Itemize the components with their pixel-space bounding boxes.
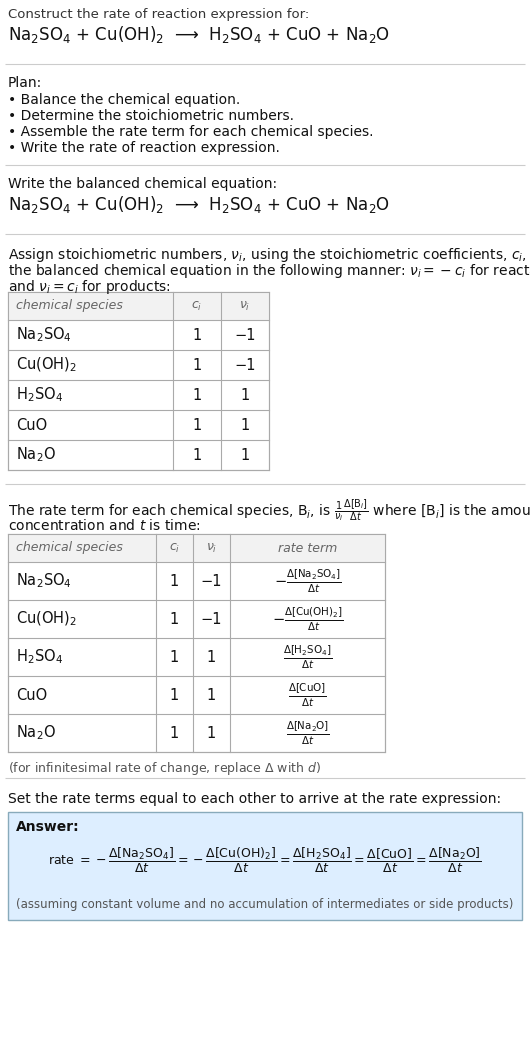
Text: −1: −1 <box>201 573 222 589</box>
Text: • Balance the chemical equation.: • Balance the chemical equation. <box>8 93 240 107</box>
Text: CuO: CuO <box>16 417 47 432</box>
Text: 1: 1 <box>192 358 201 372</box>
Text: Write the balanced chemical equation:: Write the balanced chemical equation: <box>8 177 277 191</box>
Text: $\frac{\Delta[\mathrm{Na_2O}]}{\Delta t}$: $\frac{\Delta[\mathrm{Na_2O}]}{\Delta t}… <box>286 720 330 747</box>
Text: Assign stoichiometric numbers, $\nu_i$, using the stoichiometric coefficients, $: Assign stoichiometric numbers, $\nu_i$, … <box>8 246 530 264</box>
Text: rate $= -\dfrac{\Delta[\mathrm{Na_2SO_4}]}{\Delta t} = -\dfrac{\Delta[\mathrm{Cu: rate $= -\dfrac{\Delta[\mathrm{Na_2SO_4}… <box>48 845 482 874</box>
Text: −1: −1 <box>234 327 256 342</box>
Text: • Determine the stoichiometric numbers.: • Determine the stoichiometric numbers. <box>8 109 294 123</box>
Text: $c_i$: $c_i$ <box>191 299 202 313</box>
Text: $\nu_i$: $\nu_i$ <box>240 299 251 313</box>
Text: Construct the rate of reaction expression for:: Construct the rate of reaction expressio… <box>8 8 309 21</box>
Text: and $\nu_i = c_i$ for products:: and $\nu_i = c_i$ for products: <box>8 278 171 296</box>
Text: 1: 1 <box>170 573 179 589</box>
Bar <box>8 535 385 752</box>
Text: 1: 1 <box>241 417 250 432</box>
Text: the balanced chemical equation in the following manner: $\nu_i = -c_i$ for react: the balanced chemical equation in the fo… <box>8 262 530 280</box>
Text: 1: 1 <box>192 448 201 462</box>
Text: The rate term for each chemical species, B$_i$, is $\frac{1}{\nu_i}\frac{\Delta[: The rate term for each chemical species,… <box>8 498 530 524</box>
Text: 1: 1 <box>207 687 216 703</box>
Bar <box>8 812 522 920</box>
Text: chemical species: chemical species <box>16 542 123 554</box>
Text: 1: 1 <box>192 387 201 403</box>
Text: 1: 1 <box>192 327 201 342</box>
Bar <box>8 535 385 562</box>
Text: $c_i$: $c_i$ <box>169 542 180 554</box>
Text: 1: 1 <box>241 387 250 403</box>
Text: 1: 1 <box>192 417 201 432</box>
Text: CuO: CuO <box>16 687 47 703</box>
Text: −1: −1 <box>234 358 256 372</box>
Text: $-\frac{\Delta[\mathrm{Cu(OH)_2}]}{\Delta t}$: $-\frac{\Delta[\mathrm{Cu(OH)_2}]}{\Delt… <box>272 606 343 633</box>
Text: Na$_2$SO$_4$: Na$_2$SO$_4$ <box>16 572 72 590</box>
Text: 1: 1 <box>207 650 216 664</box>
Text: $-\frac{\Delta[\mathrm{Na_2SO_4}]}{\Delta t}$: $-\frac{\Delta[\mathrm{Na_2SO_4}]}{\Delt… <box>273 567 341 595</box>
Text: • Write the rate of reaction expression.: • Write the rate of reaction expression. <box>8 141 280 155</box>
Text: 1: 1 <box>170 650 179 664</box>
Text: $\nu_i$: $\nu_i$ <box>206 542 217 554</box>
Text: $\frac{\Delta[\mathrm{CuO}]}{\Delta t}$: $\frac{\Delta[\mathrm{CuO}]}{\Delta t}$ <box>288 681 327 709</box>
Text: • Assemble the rate term for each chemical species.: • Assemble the rate term for each chemic… <box>8 126 374 139</box>
Bar <box>8 292 269 470</box>
Bar <box>8 292 269 320</box>
Text: Na$_2$O: Na$_2$O <box>16 724 56 743</box>
Text: Na$_2$O: Na$_2$O <box>16 446 56 464</box>
Text: H$_2$SO$_4$: H$_2$SO$_4$ <box>16 386 63 405</box>
Text: chemical species: chemical species <box>16 299 123 313</box>
Text: rate term: rate term <box>278 542 337 554</box>
Text: H$_2$SO$_4$: H$_2$SO$_4$ <box>16 647 63 666</box>
Text: Na$_2$SO$_4$ + Cu(OH)$_2$  ⟶  H$_2$SO$_4$ + CuO + Na$_2$O: Na$_2$SO$_4$ + Cu(OH)$_2$ ⟶ H$_2$SO$_4$ … <box>8 24 390 45</box>
Text: Answer:: Answer: <box>16 820 80 834</box>
Text: concentration and $t$ is time:: concentration and $t$ is time: <box>8 518 201 533</box>
Text: Set the rate terms equal to each other to arrive at the rate expression:: Set the rate terms equal to each other t… <box>8 792 501 806</box>
Text: (for infinitesimal rate of change, replace Δ with $d$): (for infinitesimal rate of change, repla… <box>8 760 321 777</box>
Text: 1: 1 <box>170 726 179 741</box>
Text: 1: 1 <box>241 448 250 462</box>
Text: −1: −1 <box>201 612 222 627</box>
Text: Na$_2$SO$_4$ + Cu(OH)$_2$  ⟶  H$_2$SO$_4$ + CuO + Na$_2$O: Na$_2$SO$_4$ + Cu(OH)$_2$ ⟶ H$_2$SO$_4$ … <box>8 194 390 215</box>
Text: Na$_2$SO$_4$: Na$_2$SO$_4$ <box>16 325 72 344</box>
Text: 1: 1 <box>207 726 216 741</box>
Text: Plan:: Plan: <box>8 76 42 90</box>
Text: (assuming constant volume and no accumulation of intermediates or side products): (assuming constant volume and no accumul… <box>16 899 514 911</box>
Text: 1: 1 <box>170 612 179 627</box>
Text: Cu(OH)$_2$: Cu(OH)$_2$ <box>16 610 77 629</box>
Text: Cu(OH)$_2$: Cu(OH)$_2$ <box>16 356 77 374</box>
Text: 1: 1 <box>170 687 179 703</box>
Text: $\frac{\Delta[\mathrm{H_2SO_4}]}{\Delta t}$: $\frac{\Delta[\mathrm{H_2SO_4}]}{\Delta … <box>283 643 332 670</box>
